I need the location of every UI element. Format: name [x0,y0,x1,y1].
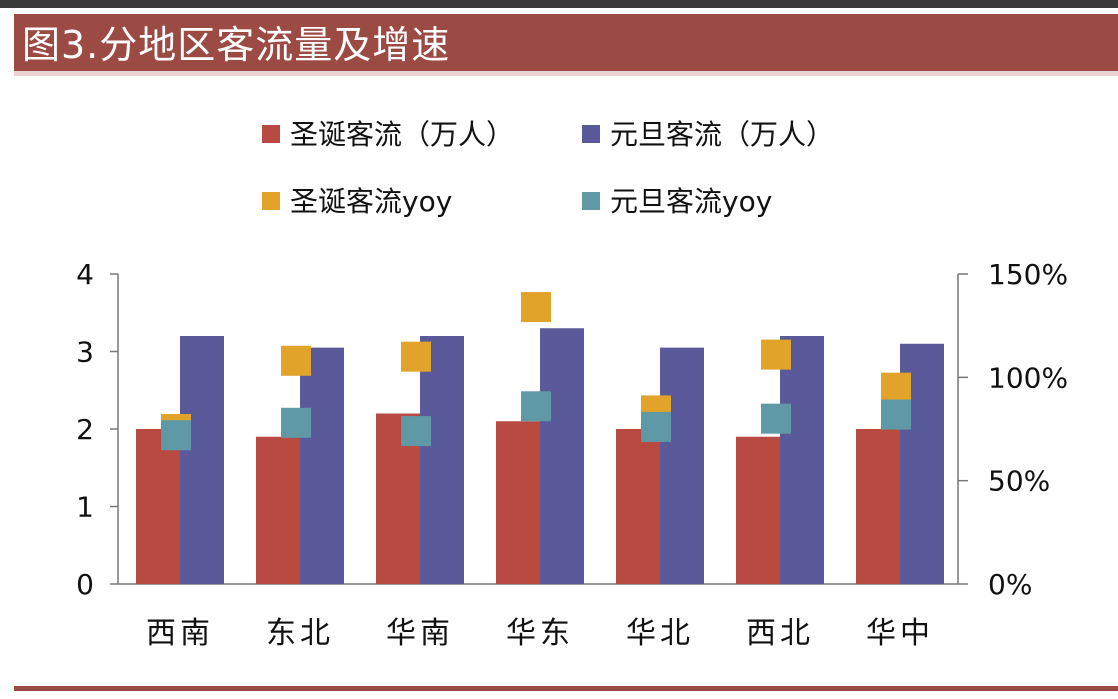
marker-东北-0 [281,345,311,376]
bar-华北-0 [616,429,660,584]
chart-bars [136,328,944,584]
legend-swatch [262,125,280,143]
bottom-rule [14,686,1118,691]
left-axis-tick-label: 2 [76,413,94,446]
legend-swatch [582,192,600,210]
legend-label: 元旦客流（万人） [610,118,834,151]
chart-legend: 圣诞客流（万人） 元旦客流（万人） 圣诞客流yoy 元旦客流yoy [262,118,834,218]
category-label: 东北 [266,616,334,651]
marker-东北-1 [281,407,311,438]
bar-西南-0 [136,429,180,584]
bar-华东-1 [540,328,584,584]
category-label: 华东 [506,616,574,651]
legend-label: 圣诞客流yoy [290,185,452,218]
category-label: 华南 [386,616,454,651]
right-axis-tick-label: 50% [988,465,1050,498]
bar-华东-0 [496,421,540,584]
marker-华中-1 [881,399,911,430]
bar-华中-0 [856,429,900,584]
chart-category-labels: 西南 东北 华南 华东 华北 西北 华中 [146,616,934,651]
legend-label: 元旦客流yoy [610,185,772,218]
bar-西南-1 [180,336,224,584]
marker-华南-1 [401,416,431,447]
marker-西北-1 [761,403,791,434]
category-label: 西南 [146,616,214,651]
bar-东北-1 [300,347,344,584]
marker-华北-1 [641,411,671,442]
marker-华东-0 [521,292,551,323]
left-axis-tick-label: 3 [76,336,94,369]
category-label: 华北 [626,616,694,651]
right-axis-tick-label: 100% [988,361,1068,394]
page-title: 图3.分地区客流量及增速 [22,23,451,67]
title-bar: 图3.分地区客流量及增速 [14,14,1118,76]
legend-swatch [262,192,280,210]
bar-东北-0 [256,436,300,584]
bar-华南-1 [420,336,464,584]
right-axis-tick-label: 0% [988,568,1032,601]
left-axis-tick-label: 4 [76,258,94,291]
legend-label: 圣诞客流（万人） [290,118,514,151]
right-axis-tick-label: 150% [988,258,1068,291]
bar-西北-0 [736,436,780,584]
marker-华东-1 [521,391,551,422]
chart-markers [161,292,911,451]
bar-华北-1 [660,347,704,584]
marker-西北-0 [761,339,791,370]
marker-华中-0 [881,372,911,403]
legend-swatch [582,125,600,143]
top-strip [0,0,1118,8]
left-axis-tick-label: 0 [76,568,94,601]
bar-西北-1 [780,336,824,584]
left-axis-tick-label: 1 [76,491,94,524]
marker-西南-1 [161,420,191,451]
category-label: 西北 [746,616,814,651]
marker-华南-0 [401,341,431,372]
category-label: 华中 [866,616,934,651]
